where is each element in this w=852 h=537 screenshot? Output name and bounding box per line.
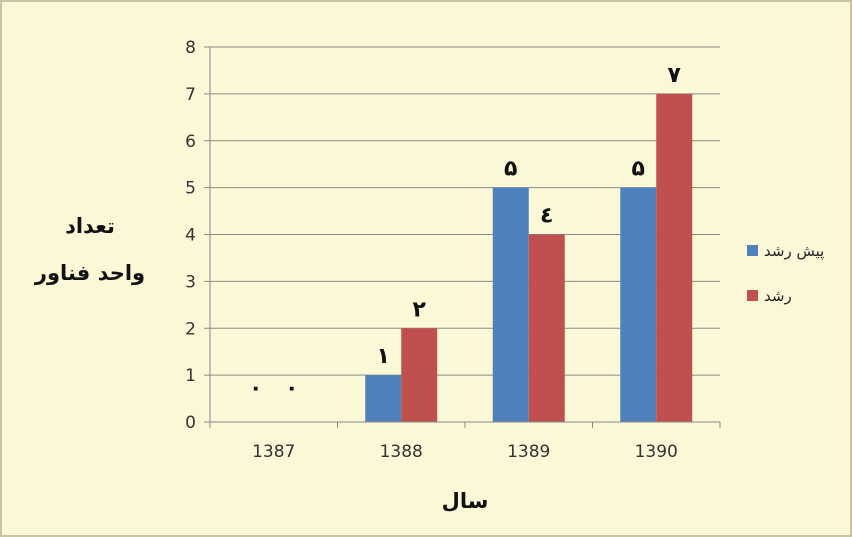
- y-tick-label: 7: [185, 85, 196, 105]
- y-axis-ticks: 0 1 2 3 4 5 6 7 8: [185, 38, 210, 433]
- data-label-series-1-1390: ۵: [632, 157, 645, 182]
- y-tick-label: 3: [185, 272, 196, 292]
- y-tick-label: 6: [185, 132, 196, 152]
- y-tick-label: 0: [185, 413, 196, 433]
- bar-series-1-1389: [492, 187, 529, 422]
- legend-swatch-pre-growth: [747, 245, 758, 256]
- y-axis-title-line-1: تعداد: [65, 214, 115, 238]
- data-label-series-1-1387: ۰: [249, 376, 262, 401]
- legend: پیش رشد رشد: [747, 242, 824, 305]
- x-tick-label: 1388: [380, 442, 423, 462]
- legend-label-pre-growth: پیش رشد: [764, 242, 824, 261]
- data-label-series-2-1388: ۲: [413, 297, 427, 322]
- data-label-series-1-1388: ۱: [377, 344, 390, 369]
- x-axis-ticks: 1387 1388 1389 1390: [209, 422, 721, 462]
- data-label-series-2-1387: ۰: [285, 376, 298, 401]
- legend-swatch-growth: [747, 290, 758, 301]
- bar-series-1-1388: [365, 375, 402, 422]
- x-axis-title: سال: [442, 489, 489, 513]
- x-tick-label: 1389: [507, 442, 550, 462]
- y-tick-label: 2: [185, 319, 196, 339]
- data-label-series-2-1389: ٤: [540, 204, 553, 229]
- data-label-series-2-1390: ۷: [668, 63, 682, 88]
- data-labels: ۰ ۱ ۵ ۵ ۰ ۲ ٤ ۷: [249, 63, 682, 401]
- data-label-series-1-1389: ۵: [504, 157, 517, 182]
- y-tick-label: 4: [185, 226, 196, 246]
- x-tick-label: 1390: [635, 442, 678, 462]
- bars: [365, 93, 693, 422]
- y-tick-label: 5: [185, 179, 196, 199]
- bar-series-2-1388: [401, 328, 438, 422]
- x-tick-label: 1387: [252, 442, 295, 462]
- bar-series-2-1389: [528, 234, 565, 422]
- bar-series-2-1390: [656, 93, 693, 422]
- bar-series-1-1390: [620, 187, 657, 422]
- y-axis-title-line-2: واحد فناور: [34, 261, 145, 285]
- y-tick-label: 8: [185, 38, 196, 58]
- legend-label-growth: رشد: [764, 287, 792, 305]
- y-tick-label: 1: [185, 366, 196, 386]
